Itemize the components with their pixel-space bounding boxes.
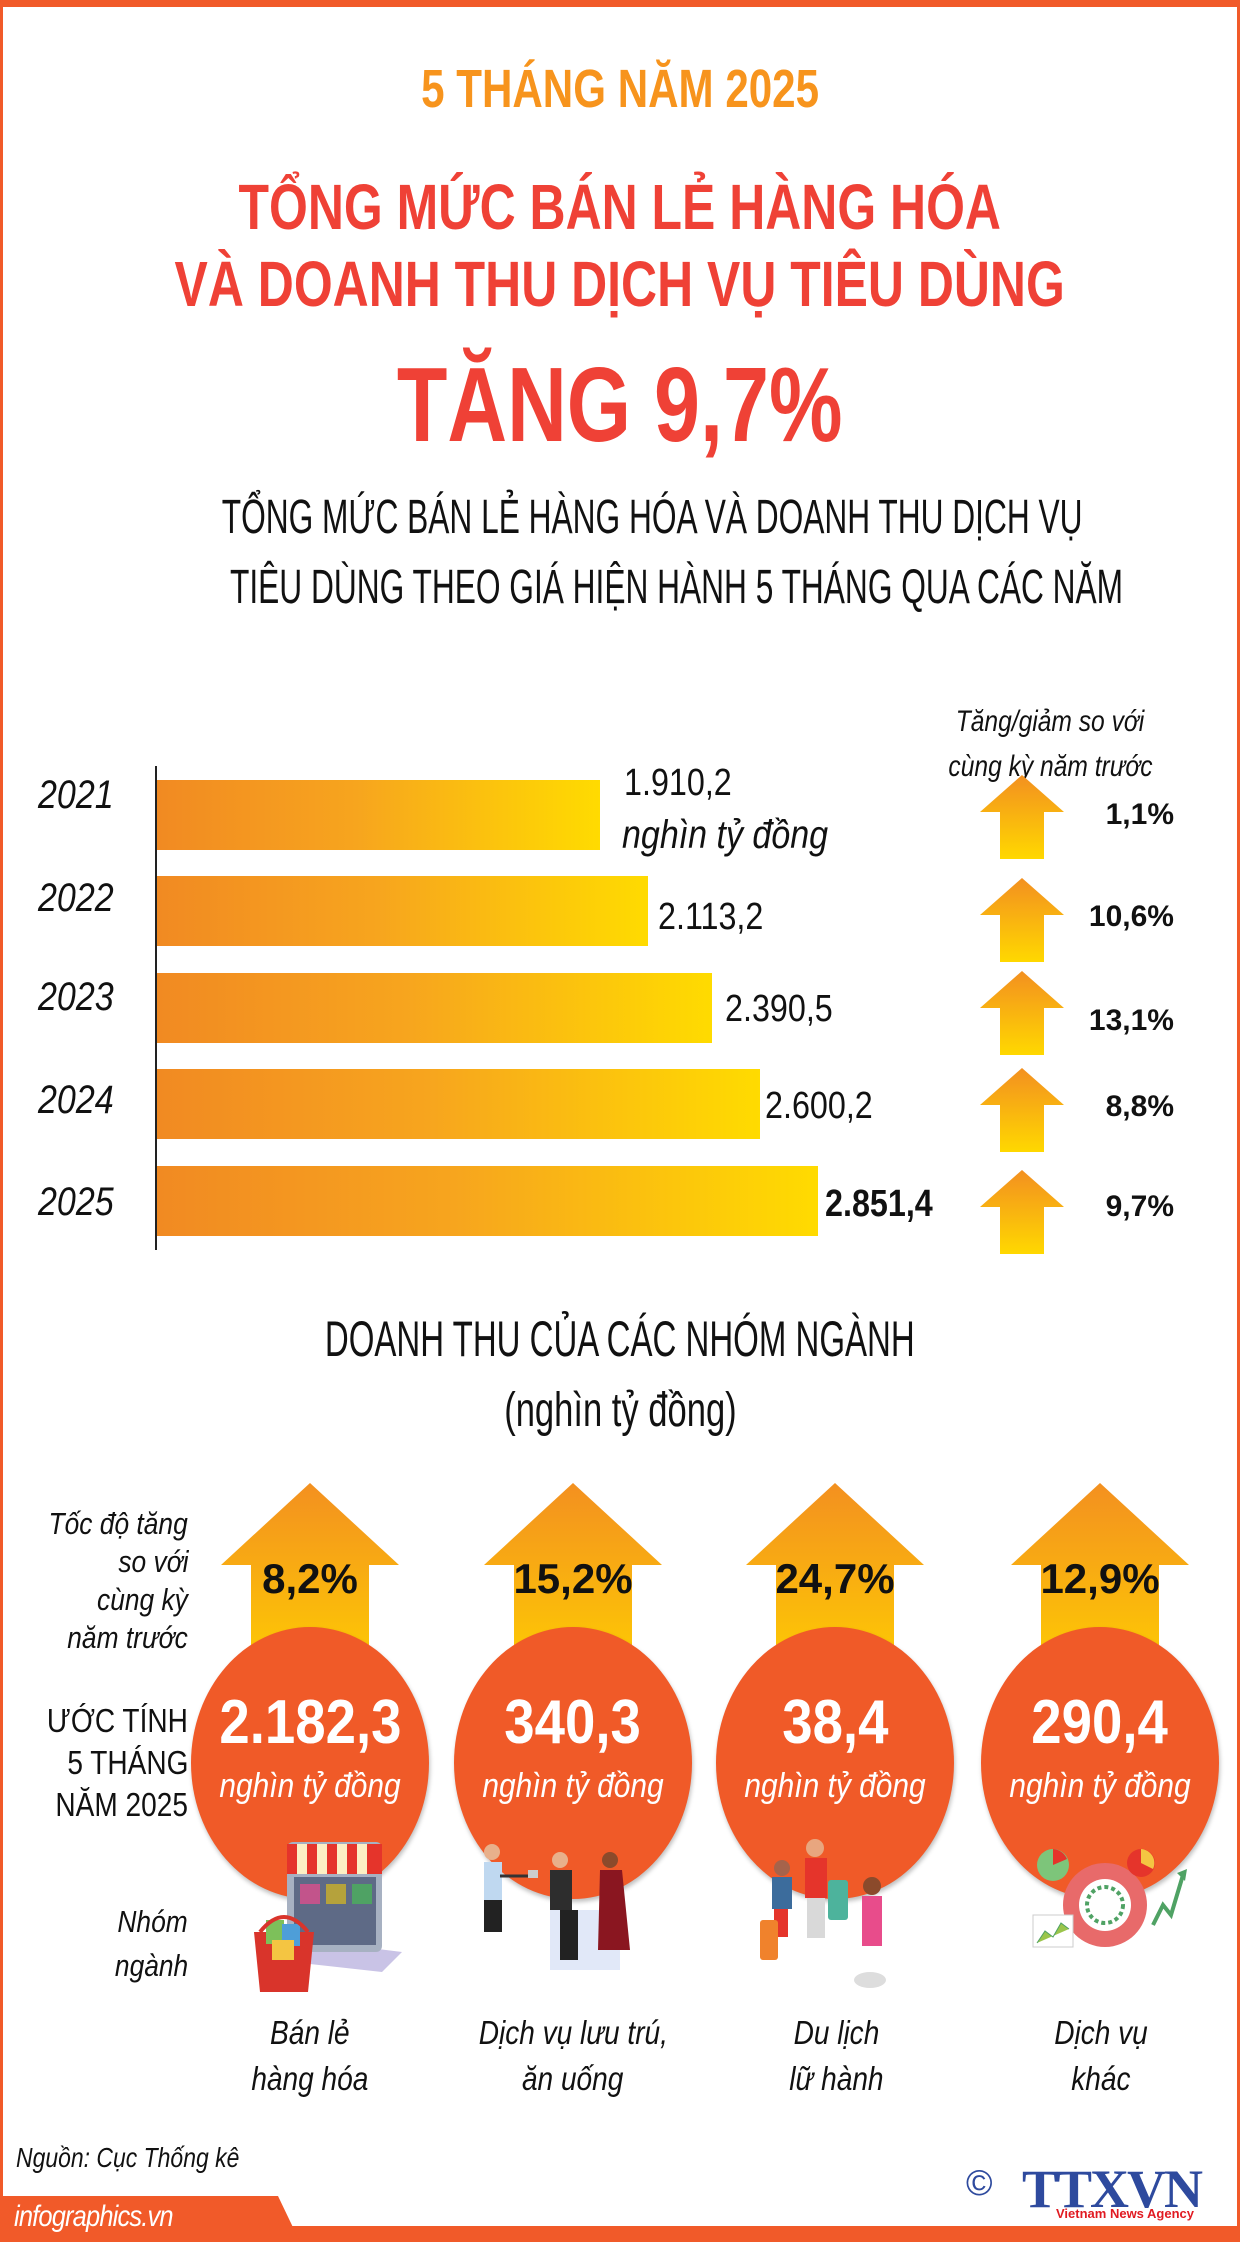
year-label: 2025 — [38, 1180, 114, 1224]
bar-value: 2.113,2 — [658, 896, 764, 938]
up-arrow-icon — [980, 971, 1064, 1055]
value-circle: 2.182,3 nghìn tỷ đồng — [191, 1627, 429, 1899]
change-header-line-1: Tăng/giảm so với — [955, 705, 1145, 738]
bar-value: 2.600,2 — [765, 1085, 873, 1127]
section2-title: DOANH THU CỦA CÁC NHÓM NGÀNH — [325, 1311, 915, 1367]
chart-title-line-2: TIÊU DÙNG THEO GIÁ HIỆN HÀNH 5 THÁNG QUA… — [230, 561, 1124, 614]
up-arrow-icon — [980, 1170, 1064, 1254]
value-circle: 290,4 nghìn tỷ đồng — [981, 1627, 1219, 1899]
footer-tab — [0, 2196, 300, 2242]
change-percent: 1,1% — [1105, 798, 1174, 831]
growth-arrow-icon — [484, 1483, 662, 1683]
group-unit: nghìn tỷ đồng — [1009, 1767, 1191, 1805]
up-arrow-icon — [980, 775, 1064, 859]
frame-top-border — [0, 0, 1240, 7]
change-percent: 9,7% — [1105, 1190, 1174, 1223]
copyright-icon: © — [966, 2162, 993, 2203]
growth-arrow-icon — [1011, 1483, 1189, 1683]
chart-title-line-1: TỔNG MỨC BÁN LẺ HÀNG HÓA VÀ DOANH THU DỊ… — [221, 491, 1083, 544]
section2-subtitle: (nghìn tỷ đồng) — [503, 1384, 737, 1437]
growth-arrow-icon — [221, 1483, 399, 1683]
ttxvn-logo: TTXVN — [1022, 2159, 1203, 2219]
year-label: 2022 — [38, 876, 114, 920]
bar-2024 — [157, 1069, 760, 1139]
bar-2022 — [157, 876, 648, 946]
unit-label: nghìn tỷ đồng — [622, 813, 829, 857]
group-name: Dịch vụ khác — [1054, 2014, 1148, 2097]
frame-right-border — [1237, 0, 1240, 2242]
growth-value: 12,9% — [1040, 1555, 1160, 1602]
chart-axis — [155, 766, 157, 1250]
bar-2023 — [157, 973, 712, 1043]
growth-value: 24,7% — [775, 1555, 895, 1602]
shop-basket-icon — [254, 1842, 402, 1992]
value-circle: 38,4 nghìn tỷ đồng — [716, 1627, 954, 1899]
frame-bottom-band — [0, 2226, 1240, 2242]
group-unit: nghìn tỷ đồng — [744, 1767, 926, 1805]
up-arrow-icon — [980, 1068, 1064, 1152]
frame-left-border — [0, 0, 3, 2242]
label-group: Nhóm ngành — [114, 1904, 188, 1983]
travelers-luggage-icon — [760, 1839, 886, 1988]
bar-2021 — [157, 780, 600, 850]
bar-value: 2.851,4 — [825, 1183, 933, 1225]
logo-tagline: Vietnam News Agency — [1056, 2206, 1194, 2221]
group-name: Dịch vụ lưu trú, ăn uống — [478, 2014, 668, 2097]
bar-value: 2.390,5 — [725, 988, 833, 1030]
bar-value: 1.910,2 — [624, 762, 732, 804]
group-value: 38,4 — [781, 1688, 889, 1757]
change-header-line-2: cùng kỳ năm trước — [947, 750, 1153, 783]
source-note: Nguồn: Cục Thống kê — [16, 2142, 240, 2173]
year-label: 2021 — [38, 773, 114, 817]
group-name: Bán lẻ hàng hóa — [251, 2014, 369, 2097]
growth-value: 15,2% — [513, 1555, 633, 1602]
group-value: 290,4 — [1031, 1688, 1169, 1757]
restaurant-dining-icon — [484, 1844, 630, 1970]
bar-2025 — [157, 1166, 818, 1236]
change-percent: 10,6% — [1088, 900, 1174, 933]
year-label: 2023 — [38, 975, 114, 1019]
change-percent: 13,1% — [1088, 1004, 1174, 1037]
group-value: 340,3 — [504, 1688, 642, 1757]
group-value: 2.182,3 — [218, 1688, 402, 1757]
headline-line-2: VÀ DOANH THU DỊCH VỤ TIÊU DÙNG — [174, 248, 1066, 320]
group-name: Du lịch lữ hành — [788, 2014, 884, 2097]
change-percent: 8,8% — [1105, 1090, 1174, 1123]
growth-arrow-icon — [746, 1483, 924, 1683]
up-arrow-icon — [980, 878, 1064, 962]
site-link[interactable]: infographics.vn — [14, 2200, 174, 2233]
group-unit: nghìn tỷ đồng — [219, 1767, 401, 1805]
kicker-title: 5 THÁNG NĂM 2025 — [421, 59, 819, 119]
business-charts-icon — [1032, 1849, 1187, 1948]
label-growth: Tốc độ tăng so với cùng kỳ năm trước — [48, 1506, 188, 1655]
year-label: 2024 — [38, 1078, 114, 1122]
label-estimate: ƯỚC TÍNH 5 THÁNG NĂM 2025 — [47, 1702, 188, 1823]
group-unit: nghìn tỷ đồng — [482, 1767, 664, 1805]
growth-value: 8,2% — [262, 1555, 358, 1602]
headline-growth: TĂNG 9,7% — [397, 346, 843, 464]
headline-line-1: TỔNG MỨC BÁN LẺ HÀNG HÓA — [238, 171, 1002, 243]
